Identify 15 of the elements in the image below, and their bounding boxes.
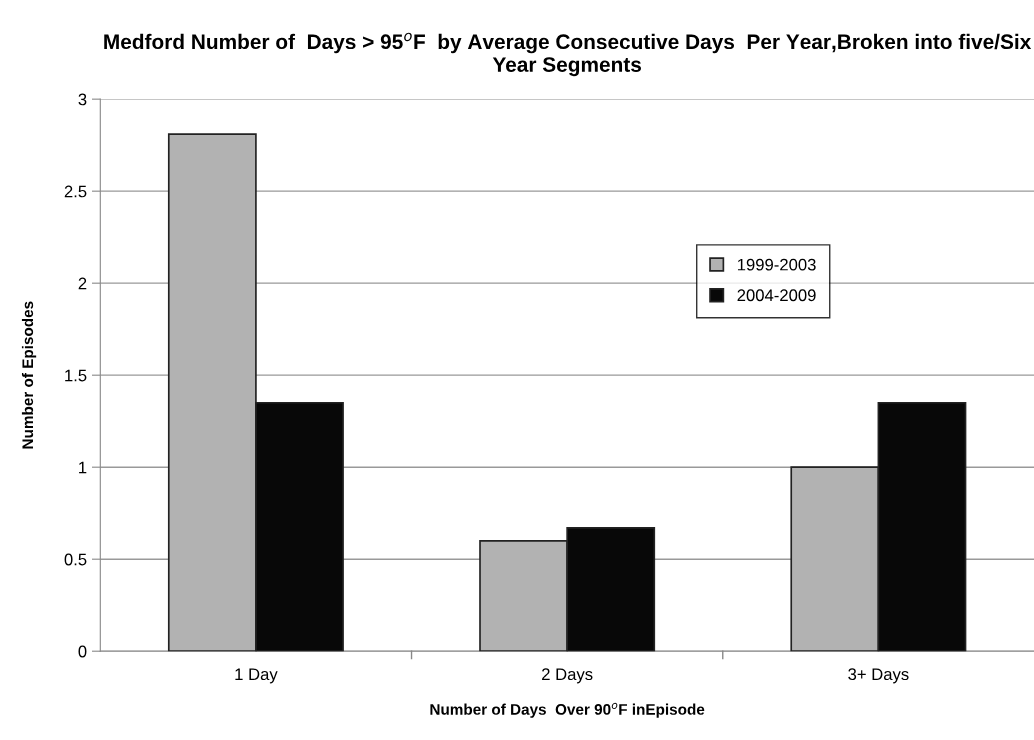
y-tick-label: 1.5 <box>65 369 87 382</box>
x-tick-label: 1 Day <box>235 668 278 684</box>
legend-label: 1999-2003 <box>737 258 816 271</box>
y-axis-title: Number of Episodes <box>21 301 37 449</box>
x-tick-label: 3+ Days <box>848 668 909 684</box>
legend-label: 2004-2009 <box>737 289 816 302</box>
y-tick-label: 0 <box>78 645 87 658</box>
y-tick-label: 1 <box>79 461 87 474</box>
x-axis-title: Number of Days Over 90$^{o}$F inEpisode <box>430 702 705 718</box>
y-tick-label: 0.5 <box>64 553 87 566</box>
y-tick-label: 3 <box>78 93 87 106</box>
y-tick-label: 2 <box>78 277 87 290</box>
x-tick-label: 2 Days <box>542 668 593 684</box>
chart-title: Medford Number of Days > 95$^{o}$F by Average Consecutive Days Per Year,Broken into five/Six Year Segments <box>104 32 1032 77</box>
y-tick-label: 2.5 <box>64 185 87 198</box>
